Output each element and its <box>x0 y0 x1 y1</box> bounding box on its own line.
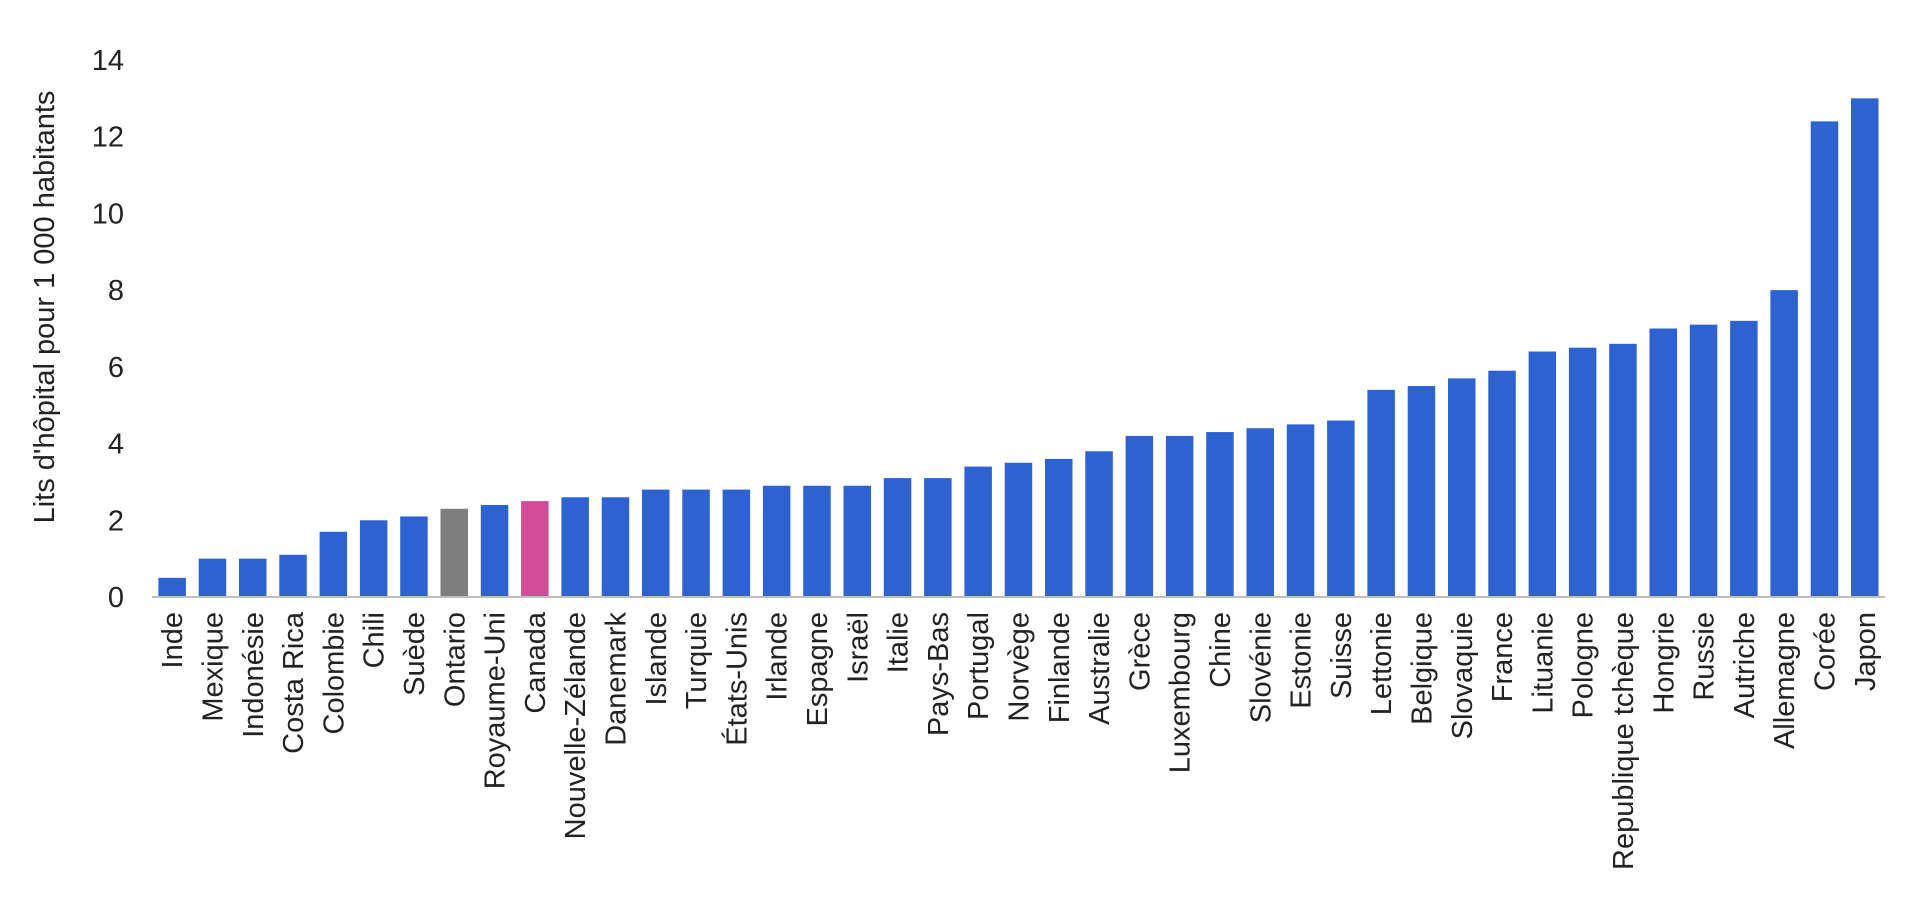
bar <box>1367 389 1395 597</box>
bars <box>158 98 1879 598</box>
bar <box>561 497 589 597</box>
bar <box>1568 347 1597 597</box>
x-tick-label: Slovénie <box>1245 612 1277 723</box>
x-tick-label: Mexique <box>197 612 229 722</box>
x-tick-label: Nouvelle-Zélande <box>560 612 592 839</box>
bar <box>722 489 751 597</box>
bar <box>319 531 348 597</box>
x-tick-label: Israël <box>842 612 874 683</box>
x-tick-label: Pologne <box>1568 612 1600 718</box>
x-tick-label: Japon <box>1850 612 1882 691</box>
bar <box>924 478 952 597</box>
bar <box>1851 98 1879 598</box>
bar <box>521 501 549 597</box>
bar <box>1448 378 1476 597</box>
bar <box>1770 290 1798 597</box>
x-tick-label: Colombie <box>318 612 350 735</box>
x-tick-label: Estonie <box>1286 612 1318 709</box>
y-tick-label: 12 <box>92 122 124 154</box>
bar <box>1286 424 1315 597</box>
bar <box>1689 324 1718 597</box>
x-tick-label: Corée <box>1809 612 1841 691</box>
x-tick-label: Luxembourg <box>1165 612 1197 773</box>
bar <box>1528 351 1557 597</box>
bar <box>803 485 831 597</box>
x-tick-label: Grèce <box>1124 612 1156 691</box>
bar <box>1488 370 1516 597</box>
y-tick-label: 10 <box>92 198 124 230</box>
bar <box>359 520 388 597</box>
x-tick-label: Inde <box>157 612 189 668</box>
x-tick-label: Costa Rica <box>278 611 310 754</box>
bar <box>1649 328 1677 597</box>
bar <box>1045 458 1073 597</box>
bar <box>883 478 912 597</box>
x-tick-label: Autriche <box>1729 612 1761 718</box>
bar <box>1609 343 1637 597</box>
bar <box>480 504 509 597</box>
x-tick-label: Espagne <box>802 612 834 727</box>
x-tick-label: Norvège <box>1003 612 1035 722</box>
bar <box>1085 451 1113 597</box>
x-tick-label: Irlande <box>762 612 794 701</box>
x-tick-label: Slovaquie <box>1447 612 1479 739</box>
y-tick-label: 2 <box>108 505 124 537</box>
bar <box>843 485 871 597</box>
bar <box>239 558 267 597</box>
bar <box>400 516 428 597</box>
x-axis-labels: Inde Mexique Indonésie Costa Rica Colombie Ch… <box>157 611 1882 870</box>
bar <box>1327 420 1355 597</box>
bar <box>762 485 791 597</box>
x-tick-label: France <box>1487 612 1519 702</box>
x-tick-label: États-Unis <box>720 612 753 746</box>
x-tick-label: Russie <box>1689 612 1721 701</box>
x-tick-label: Lituanie <box>1527 612 1559 714</box>
x-tick-label: Lettonie <box>1366 612 1398 715</box>
x-tick-label: Chine <box>1205 612 1237 688</box>
x-tick-label: Indonésie <box>238 612 270 738</box>
y-axis-ticks: 0 2 4 6 8 10 12 14 <box>92 45 124 614</box>
bar <box>1004 462 1033 597</box>
x-tick-label: Ontario <box>439 612 471 707</box>
x-tick-label: Chili <box>359 612 391 668</box>
bar <box>279 554 307 597</box>
x-tick-label: Allemagne <box>1769 612 1801 749</box>
x-tick-label: Hongrie <box>1648 612 1680 714</box>
bar <box>964 466 992 597</box>
bar <box>1407 386 1436 597</box>
x-tick-label: Islande <box>641 612 673 706</box>
bar <box>601 497 630 597</box>
x-tick-label: Turquie <box>681 612 713 709</box>
bar <box>1246 428 1274 597</box>
y-tick-label: 0 <box>108 582 124 614</box>
bar <box>682 489 710 597</box>
y-axis-title: Lits d'hôpital pour 1 000 habitants <box>29 91 61 524</box>
y-tick-label: 6 <box>108 352 124 384</box>
bar <box>1730 320 1758 597</box>
x-tick-label: Italie <box>883 612 915 673</box>
x-tick-label: Australie <box>1084 612 1116 725</box>
x-tick-label: Suède <box>399 612 431 696</box>
x-tick-label: Danemark <box>600 612 632 746</box>
y-tick-label: 8 <box>108 275 124 307</box>
x-tick-label: Portugal <box>963 612 995 720</box>
x-tick-label: Suisse <box>1326 612 1358 699</box>
x-tick-label: Finlande <box>1044 612 1076 723</box>
x-tick-label: Canada <box>520 611 552 713</box>
bar <box>1125 435 1154 597</box>
bar <box>158 577 186 597</box>
y-tick-label: 14 <box>92 45 124 77</box>
x-tick-label: Republique tchèque <box>1608 612 1640 870</box>
bar <box>1810 121 1839 598</box>
bar <box>1165 435 1194 597</box>
x-tick-label: Belgique <box>1406 612 1438 725</box>
x-tick-label: Pays-Bas <box>923 612 955 736</box>
bar <box>440 508 468 597</box>
x-tick-label: Royaume-Uni <box>480 612 512 789</box>
bar <box>1206 432 1234 597</box>
bar <box>642 489 670 597</box>
y-tick-label: 4 <box>108 429 124 461</box>
bar <box>198 558 227 597</box>
